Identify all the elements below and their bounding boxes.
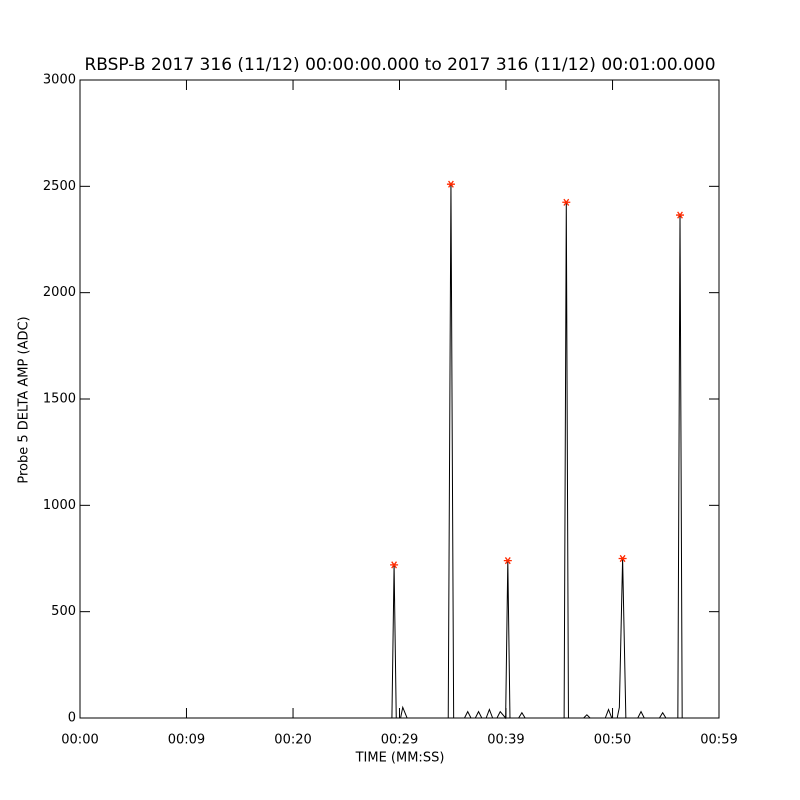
peak-marker [562,198,571,206]
x-tick-label: 00:59 [700,733,737,748]
signal-line [80,184,719,720]
y-tick-label: 2500 [43,179,76,194]
x-axis-label: TIME (MM:SS) [355,751,445,766]
peak-marker [503,557,512,565]
peak-marker [676,211,685,219]
y-tick-label: 0 [68,711,76,726]
chart-title: RBSP-B 2017 316 (11/12) 00:00:00.000 to … [84,55,715,75]
y-tick-label: 500 [51,604,76,619]
peak-marker [618,554,627,563]
x-tick-label: 00:00 [61,733,98,748]
y-tick-label: 1500 [43,392,76,407]
y-tick-label: 3000 [43,73,76,88]
y-tick-label: 2000 [43,285,76,300]
x-tick-label: 00:50 [594,733,631,748]
peak-marker [446,180,455,188]
y-tick-label: 1000 [43,498,76,513]
x-tick-label: 00:09 [168,733,205,748]
x-tick-label: 00:39 [487,733,524,748]
x-tick-label: 00:29 [381,733,418,748]
x-tick-label: 00:20 [274,733,311,748]
y-axis-label: Probe 5 DELTA AMP (ADC) [17,316,32,483]
peak-marker [390,561,399,569]
